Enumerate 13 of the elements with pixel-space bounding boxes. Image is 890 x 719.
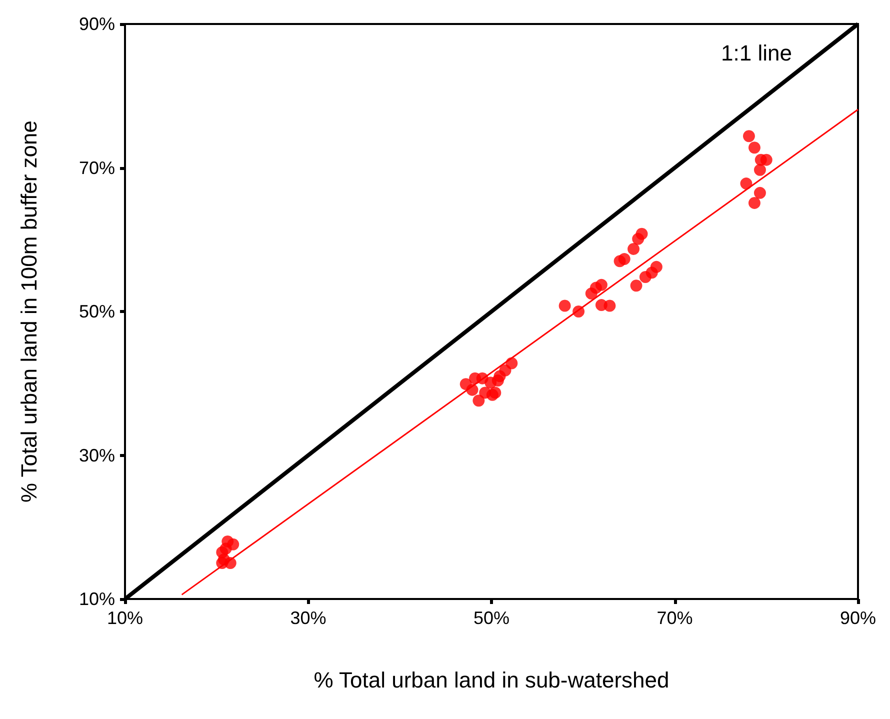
x-axis-title: % Total urban land in sub-watershed bbox=[314, 668, 670, 692]
y-tick-label: 90% bbox=[78, 14, 115, 34]
y-tick-label: 30% bbox=[78, 445, 115, 466]
x-tick-label: 70% bbox=[656, 608, 693, 628]
y-tick-label: 10% bbox=[78, 589, 115, 609]
y-tick-label: 50% bbox=[78, 302, 115, 322]
x-tick-label: 30% bbox=[290, 608, 326, 628]
annotation: 1:1 line bbox=[721, 40, 792, 66]
y-tick-label: 70% bbox=[78, 158, 115, 178]
x-tick-label: 90% bbox=[840, 608, 876, 628]
x-tick-label: 10% bbox=[106, 608, 144, 628]
x-tick-label: 50% bbox=[473, 608, 510, 628]
y-axis-title: % Total urban land in 100m buffer zone bbox=[16, 120, 42, 503]
